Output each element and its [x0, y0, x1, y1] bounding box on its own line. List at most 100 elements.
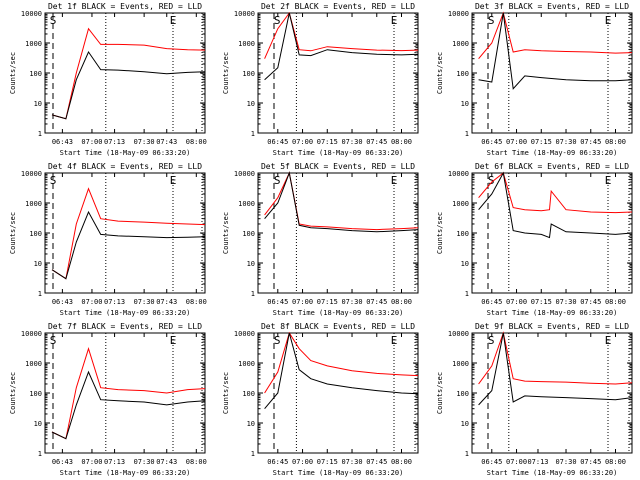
x-tick-label: 07:30	[341, 458, 362, 466]
series-lld-line	[478, 11, 633, 60]
y-tick-label: 10	[34, 260, 42, 268]
x-tick-label: 08:00	[391, 458, 412, 466]
y-axis-label: Counts/sec	[436, 52, 444, 94]
x-tick-label: 07:13	[104, 458, 125, 466]
x-tick-label: 07:30	[555, 298, 576, 306]
y-tick-label: 10000	[21, 330, 42, 338]
x-tick-label: 07:00	[506, 298, 527, 306]
x-tick-label: 07:43	[156, 298, 177, 306]
y-axis-label: Counts/sec	[436, 212, 444, 254]
series-lld-line	[264, 171, 419, 231]
x-axis-label: Start Time (18-May-09 06:33:20)	[273, 149, 404, 157]
x-tick-label: 07:30	[134, 298, 155, 306]
y-tick-label: 1	[465, 290, 469, 298]
y-tick-label: 1000	[452, 200, 469, 208]
series-lld-line	[478, 172, 633, 214]
y-tick-label: 1000	[238, 40, 255, 48]
y-tick-label: 10000	[234, 330, 255, 338]
start-marker: S	[274, 334, 281, 347]
x-tick-label: 08:00	[391, 138, 412, 146]
panel-det-4f: Det 4f BLACK = Events, RED = LLD Counts/s…	[9, 162, 207, 317]
x-tick-label: 07:30	[341, 138, 362, 146]
start-marker: S	[488, 14, 495, 27]
x-tick-label: 07:15	[317, 138, 338, 146]
y-tick-label: 1	[465, 450, 469, 458]
panel-title: Det 8f BLACK = Events, RED = LLD	[261, 322, 415, 331]
end-marker: E	[170, 334, 177, 347]
x-tick-label: 07:30	[134, 138, 155, 146]
x-tick-label: 07:00	[292, 298, 313, 306]
x-tick-label: 06:45	[481, 138, 502, 146]
x-tick-label: 07:30	[555, 458, 576, 466]
panel-title: Det 5f BLACK = Events, RED = LLD	[261, 162, 415, 171]
panel-det-7f: Det 7f BLACK = Events, RED = LLD Counts/s…	[9, 322, 207, 477]
series-lld-line	[478, 331, 633, 385]
y-tick-label: 10000	[448, 10, 469, 18]
y-tick-label: 1	[38, 450, 42, 458]
y-tick-label: 10000	[234, 10, 255, 18]
panel-det-3f: Det 3f BLACK = Events, RED = LLD Counts/s…	[436, 2, 633, 157]
end-marker: E	[605, 334, 612, 347]
x-axis-label: Start Time (18-May-09 06:33:20)	[60, 309, 191, 317]
y-axis-label: Counts/sec	[9, 372, 17, 414]
x-tick-label: 07:30	[555, 138, 576, 146]
x-tick-label: 06:45	[267, 458, 288, 466]
y-tick-label: 10000	[21, 170, 42, 178]
y-axis-label: Counts/sec	[9, 52, 17, 94]
x-tick-label: 07:45	[366, 298, 387, 306]
y-tick-label: 1000	[452, 40, 469, 48]
series-lld-line	[51, 27, 206, 120]
y-tick-label: 10	[247, 420, 255, 428]
x-tick-label: 07:45	[366, 138, 387, 146]
x-tick-label: 07:43	[156, 138, 177, 146]
y-tick-label: 1	[465, 130, 469, 138]
plot-frame	[44, 172, 206, 294]
x-tick-label: 07:00	[506, 458, 527, 466]
panel-title: Det 2f BLACK = Events, RED = LLD	[261, 2, 415, 11]
y-tick-label: 10000	[234, 170, 255, 178]
y-tick-label: 100	[456, 230, 469, 238]
x-tick-label: 07:15	[531, 138, 552, 146]
x-axis-label: Start Time (18-May-09 06:33:20)	[487, 309, 618, 317]
y-tick-label: 10	[461, 420, 469, 428]
series-events-line	[264, 12, 419, 81]
y-tick-label: 100	[242, 390, 255, 398]
y-tick-label: 1000	[25, 40, 42, 48]
x-tick-label: 07:00	[81, 458, 102, 466]
x-tick-label: 08:00	[186, 458, 207, 466]
panel-det-1f: Det 1f BLACK = Events, RED = LLD Counts/s…	[9, 2, 207, 157]
y-tick-label: 100	[456, 70, 469, 78]
y-tick-label: 10	[34, 420, 42, 428]
x-tick-label: 06:45	[267, 138, 288, 146]
end-marker: E	[391, 334, 398, 347]
panel-title: Det 4f BLACK = Events, RED = LLD	[48, 162, 202, 171]
y-tick-label: 10000	[448, 170, 469, 178]
y-tick-label: 100	[242, 70, 255, 78]
y-tick-label: 1000	[238, 200, 255, 208]
end-marker: E	[170, 14, 177, 27]
x-tick-label: 07:13	[527, 458, 548, 466]
y-tick-label: 100	[242, 230, 255, 238]
x-tick-label: 07:00	[292, 458, 313, 466]
panel-title: Det 9f BLACK = Events, RED = LLD	[475, 322, 629, 331]
start-marker: S	[50, 334, 57, 347]
x-tick-label: 06:45	[481, 458, 502, 466]
end-marker: E	[605, 174, 612, 187]
y-axis-label: Counts/sec	[436, 372, 444, 414]
series-lld-line	[51, 347, 206, 440]
series-events-line	[51, 370, 206, 440]
panel-det-8f: Det 8f BLACK = Events, RED = LLD Counts/s…	[222, 322, 419, 477]
series-events-line	[51, 210, 206, 280]
series-events-line	[51, 50, 206, 120]
plot-frame	[44, 332, 206, 454]
y-tick-label: 100	[29, 70, 42, 78]
y-axis-label: Counts/sec	[222, 372, 230, 414]
series-lld-line	[264, 331, 419, 394]
x-tick-label: 07:15	[317, 298, 338, 306]
x-tick-label: 07:00	[292, 138, 313, 146]
x-tick-label: 07:13	[104, 298, 125, 306]
end-marker: E	[391, 14, 398, 27]
end-marker: E	[391, 174, 398, 187]
x-tick-label: 06:45	[267, 298, 288, 306]
x-tick-label: 07:00	[81, 138, 102, 146]
